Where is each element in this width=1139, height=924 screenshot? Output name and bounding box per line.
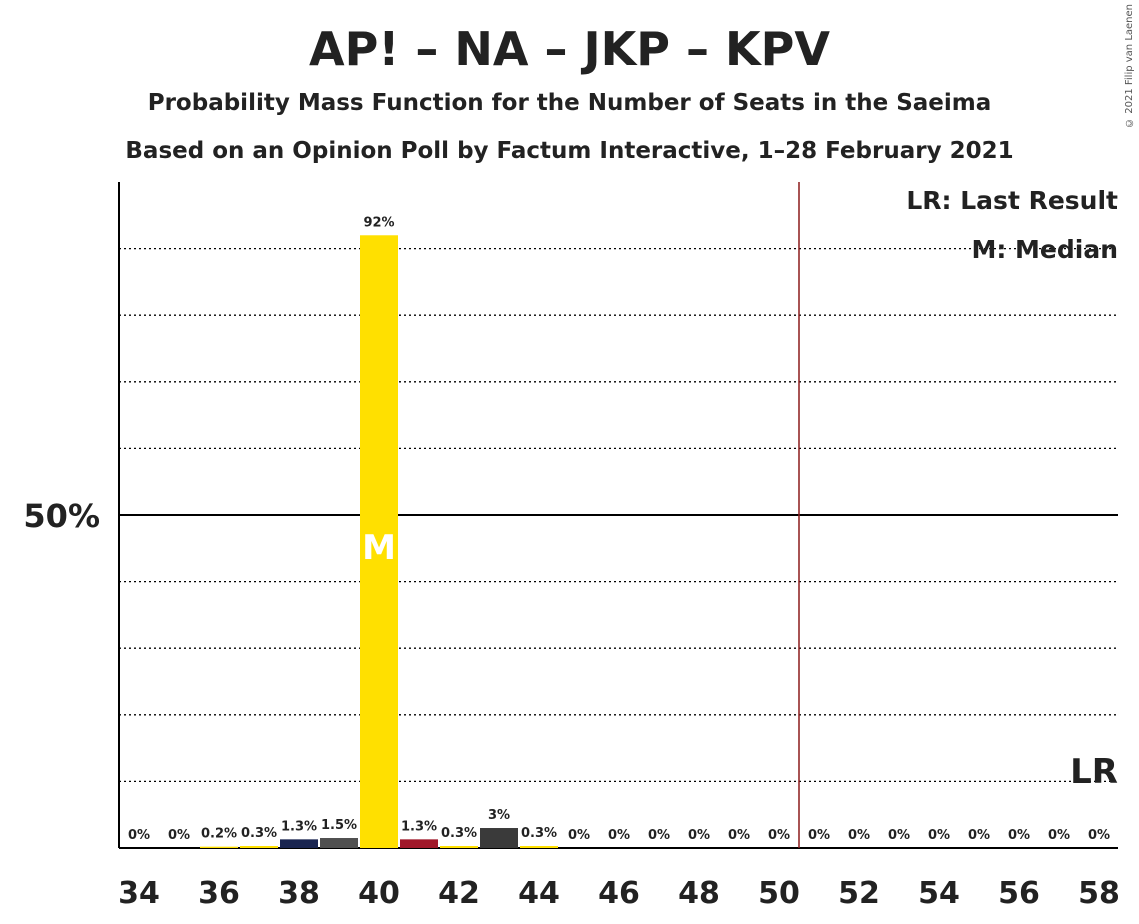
data-label-36: 0.2%	[201, 827, 237, 842]
chart-title: AP! – NA – JKP – KPV	[309, 22, 830, 76]
bar-seats-40	[360, 235, 398, 848]
x-tick-label: 52	[838, 876, 880, 911]
data-label-44: 0.3%	[521, 826, 557, 841]
x-tick-label: 44	[518, 876, 560, 911]
data-label-43: 3%	[488, 808, 510, 823]
bar-seats-43	[480, 828, 518, 848]
data-label-38: 1.3%	[281, 819, 317, 834]
data-label-58: 0%	[1088, 828, 1110, 843]
bar-seats-36	[200, 846, 238, 848]
data-label-45: 0%	[568, 828, 590, 843]
data-label-53: 0%	[888, 828, 910, 843]
bar-seats-39	[320, 838, 358, 848]
data-label-49: 0%	[728, 828, 750, 843]
data-label-55: 0%	[968, 828, 990, 843]
bar-seats-41	[400, 839, 438, 848]
legend-median: M: Median	[971, 235, 1118, 264]
bar-seats-42	[440, 846, 478, 848]
data-label-56: 0%	[1008, 828, 1030, 843]
data-label-40: 92%	[363, 215, 394, 230]
x-tick-label: 50	[758, 876, 800, 911]
x-tick-label: 36	[198, 876, 240, 911]
data-label-35: 0%	[168, 828, 190, 843]
bar-seats-37	[240, 846, 278, 848]
chart-subtitle: Probability Mass Function for the Number…	[147, 90, 992, 116]
data-label-54: 0%	[928, 828, 950, 843]
x-tick-label: 42	[438, 876, 480, 911]
data-label-47: 0%	[648, 828, 670, 843]
data-label-51: 0%	[808, 828, 830, 843]
x-tick-label: 40	[358, 876, 400, 911]
data-label-46: 0%	[608, 828, 630, 843]
x-tick-label: 38	[278, 876, 320, 911]
data-label-48: 0%	[688, 828, 710, 843]
data-label-34: 0%	[128, 828, 150, 843]
x-tick-label: 46	[598, 876, 640, 911]
median-marker: M	[362, 528, 396, 568]
x-tick-label: 56	[998, 876, 1040, 911]
x-tick-label: 34	[118, 876, 160, 911]
data-label-39: 1.5%	[321, 818, 357, 833]
data-label-57: 0%	[1048, 828, 1070, 843]
chart-source: Based on an Opinion Poll by Factum Inter…	[125, 138, 1014, 164]
bar-seats-44	[520, 846, 558, 848]
legend-last-result: LR: Last Result	[906, 186, 1118, 215]
bar-seats-38	[280, 839, 318, 848]
data-label-52: 0%	[848, 828, 870, 843]
last-result-marker: LR	[1070, 752, 1118, 792]
data-label-50: 0%	[768, 828, 790, 843]
data-label-37: 0.3%	[241, 826, 277, 841]
x-tick-label: 58	[1078, 876, 1120, 911]
x-tick-label: 54	[918, 876, 960, 911]
y-tick-label: 50%	[23, 497, 100, 535]
data-label-41: 1.3%	[401, 819, 437, 834]
data-label-42: 0.3%	[441, 826, 477, 841]
x-tick-label: 48	[678, 876, 720, 911]
